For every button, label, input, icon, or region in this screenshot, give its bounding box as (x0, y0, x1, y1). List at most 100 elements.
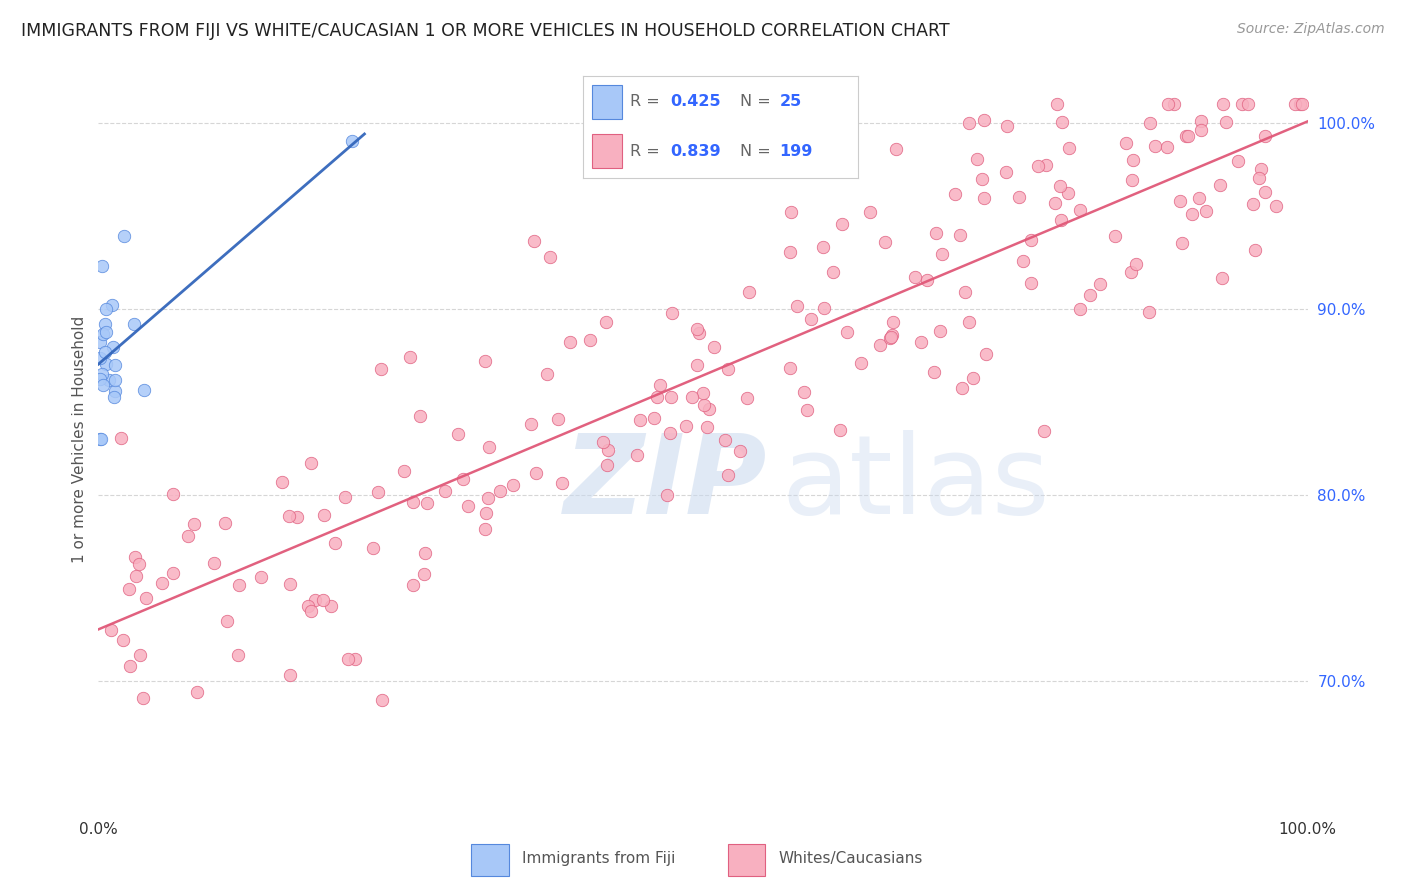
Point (392, 464, 415, 478)
Point (447, 426, 470, 441)
Point (226, 648, 249, 662)
Point (409, 409, 432, 423)
Point (592, 434, 614, 449)
Point (183, 517, 205, 532)
Point (451, 472, 474, 486)
Point (117, 582, 139, 597)
Point (793, 385, 815, 400)
Point (800, 311, 823, 326)
Point (91, 377, 114, 392)
Point (994, 165, 1017, 179)
Point (297, 599, 319, 613)
Point (1139, 305, 1161, 319)
Point (650, 377, 672, 392)
Point (995, 119, 1018, 133)
Point (370, 361, 392, 376)
Point (478, 440, 501, 454)
Point (202, 556, 225, 570)
Point (688, 326, 710, 341)
Point (277, 508, 299, 523)
Point (1019, 233, 1042, 247)
Point (875, 235, 897, 250)
Point (1069, 203, 1091, 218)
Point (120, 658, 142, 673)
Point (100, 624, 122, 638)
Point (94, 317, 117, 331)
Point (685, 322, 707, 336)
Point (647, 390, 669, 404)
Point (124, 549, 146, 564)
Point (974, 347, 997, 361)
Point (692, 386, 714, 401)
Point (882, 327, 904, 342)
Point (1139, 116, 1161, 130)
Point (1243, 244, 1265, 258)
Point (643, 411, 665, 425)
Text: R =: R = (630, 95, 665, 110)
Text: Immigrants from Fiji: Immigrants from Fiji (522, 851, 675, 866)
Text: 0.425: 0.425 (669, 95, 720, 110)
Point (312, 592, 335, 607)
Point (1163, 97, 1185, 112)
Point (730, 443, 752, 458)
Point (595, 314, 617, 328)
Point (957, 315, 980, 329)
Point (1104, 228, 1126, 243)
Point (325, 536, 347, 550)
Point (655, 488, 678, 502)
Point (717, 468, 740, 483)
Point (950, 381, 973, 395)
Point (1189, 114, 1212, 128)
FancyBboxPatch shape (471, 844, 509, 876)
Point (880, 330, 903, 344)
Point (1254, 185, 1277, 199)
Point (162, 487, 184, 501)
Point (1045, 195, 1067, 210)
Point (957, 116, 980, 130)
Y-axis label: 1 or more Vehicles in Household: 1 or more Vehicles in Household (72, 316, 87, 563)
Point (110, 431, 132, 445)
Point (299, 604, 322, 618)
Point (1208, 178, 1230, 193)
Point (830, 423, 852, 437)
Point (943, 186, 966, 201)
Point (91, 327, 114, 342)
Point (1174, 128, 1197, 143)
Point (1291, 97, 1313, 112)
Point (1249, 170, 1271, 185)
Point (1236, 97, 1258, 112)
Point (1143, 139, 1166, 153)
Point (579, 333, 602, 347)
Point (1088, 277, 1111, 291)
Point (89, 432, 111, 446)
Point (344, 651, 367, 665)
Point (104, 358, 127, 372)
Point (112, 228, 135, 243)
Point (1215, 115, 1237, 129)
Point (217, 615, 239, 629)
Point (1289, 97, 1312, 112)
Text: 199: 199 (779, 144, 813, 159)
Point (538, 250, 561, 264)
Point (1171, 235, 1194, 250)
Point (962, 371, 984, 385)
Point (835, 326, 858, 340)
Point (413, 566, 436, 581)
Point (1119, 265, 1142, 279)
Point (1189, 123, 1212, 137)
Point (786, 299, 808, 313)
Point (1056, 186, 1078, 201)
Point (176, 529, 198, 543)
Point (869, 338, 891, 352)
Point (89, 334, 111, 349)
Text: Source: ZipAtlas.com: Source: ZipAtlas.com (1237, 22, 1385, 37)
Point (135, 591, 157, 606)
Point (1157, 97, 1180, 112)
Point (813, 240, 835, 254)
Point (931, 247, 953, 261)
Point (100, 298, 122, 312)
Point (1226, 154, 1249, 169)
Point (129, 648, 152, 662)
Point (685, 358, 707, 372)
Text: N =: N = (740, 95, 776, 110)
